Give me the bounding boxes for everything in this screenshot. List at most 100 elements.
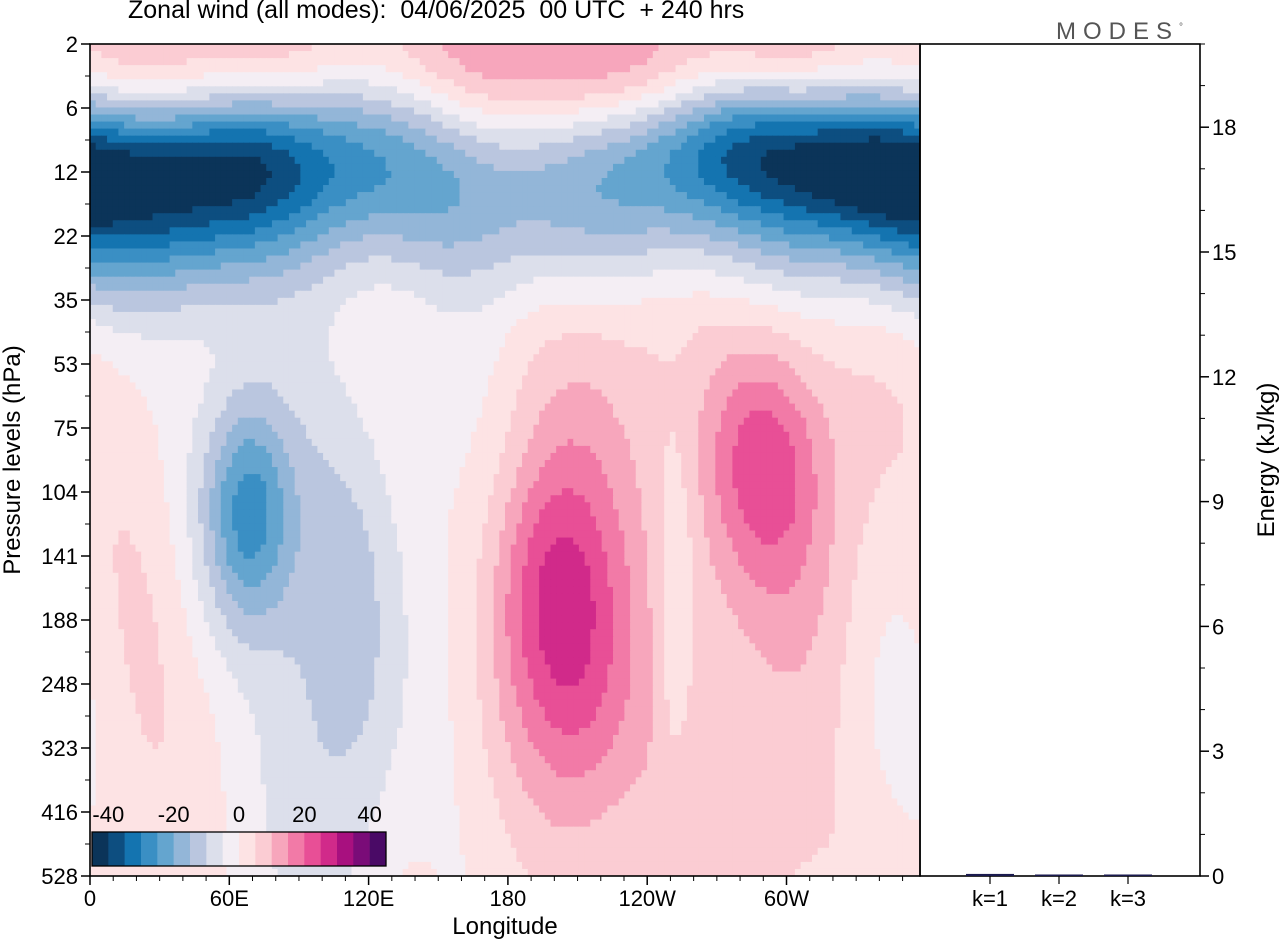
contour-cell — [573, 107, 580, 116]
contour-cell — [328, 227, 336, 235]
contour-cell — [601, 114, 608, 123]
contour-cell — [294, 135, 301, 144]
contour-cell — [209, 107, 216, 116]
contour-cell — [647, 114, 654, 123]
contour-cell — [465, 177, 472, 186]
contour-cell — [419, 72, 427, 80]
contour-cell — [95, 86, 102, 94]
contour-cell — [300, 72, 307, 80]
contour-cell — [641, 86, 648, 94]
contour-cell — [618, 163, 625, 172]
contour-cell — [561, 86, 569, 94]
contour-cell — [794, 269, 802, 278]
contour-cell — [175, 177, 182, 186]
contour-cell — [334, 100, 341, 109]
contour-cell — [266, 241, 273, 250]
contour-cell — [647, 170, 654, 179]
contour-cell — [908, 262, 915, 271]
contour-cell — [198, 79, 205, 87]
contour-cell — [908, 128, 915, 137]
contour-cell — [732, 107, 739, 116]
contour-cell — [618, 79, 625, 87]
contour-cell — [692, 121, 699, 130]
contour-cell — [550, 100, 557, 109]
contour-cell — [749, 51, 756, 59]
contour-cell — [237, 156, 245, 165]
contour-cell — [556, 213, 563, 221]
contour-cell — [271, 241, 279, 250]
contour-cell — [709, 44, 716, 52]
contour-cell — [794, 192, 802, 200]
contour-cell — [453, 79, 461, 87]
contour-cell — [163, 248, 171, 257]
contour-cell — [760, 192, 768, 200]
contour-cell — [908, 58, 915, 66]
contour-cell — [271, 227, 279, 235]
contour-cell — [658, 170, 665, 179]
contour-cell — [556, 58, 563, 66]
contour-cell — [652, 107, 660, 116]
contour-cell — [851, 65, 859, 73]
contour-cell — [522, 213, 529, 221]
contour-cell — [698, 206, 705, 214]
contour-cell — [840, 114, 847, 123]
contour-cell — [811, 206, 819, 214]
contour-cell — [533, 100, 540, 109]
contour-cell — [840, 128, 847, 137]
contour-cell — [607, 135, 614, 144]
contour-cell — [385, 163, 392, 172]
contour-cell — [300, 156, 307, 165]
contour-cell — [476, 44, 483, 52]
contour-cell — [692, 269, 699, 278]
contour-cell — [180, 51, 188, 59]
contour-cell — [351, 128, 358, 137]
contour-cell — [431, 255, 438, 264]
contour-cell — [595, 58, 603, 66]
contour-cell — [129, 100, 137, 109]
contour-cell — [516, 227, 523, 235]
contour-cell — [846, 93, 853, 102]
contour-cell — [618, 121, 625, 130]
contour-cell — [686, 185, 694, 193]
contour-cell — [294, 128, 301, 137]
contour-cell — [436, 220, 444, 228]
contour-cell — [362, 269, 370, 278]
contour-cell — [379, 79, 387, 87]
contour-cell — [328, 86, 336, 94]
contour-cell — [675, 206, 682, 214]
contour-cell — [215, 213, 222, 221]
contour-cell — [505, 93, 512, 102]
contour-cell — [840, 227, 847, 235]
contour-cell — [891, 241, 898, 250]
contour-cell — [266, 156, 273, 165]
contour-cell — [476, 93, 483, 102]
contour-cell — [112, 199, 120, 207]
contour-cell — [254, 72, 262, 80]
contour-cell — [692, 79, 699, 87]
contour-cell — [374, 65, 381, 73]
contour-cell — [237, 170, 245, 179]
contour-cell — [777, 213, 785, 221]
contour-cell — [698, 269, 705, 278]
contour-cell — [254, 156, 262, 165]
contour-cell — [95, 241, 102, 250]
contour-cell — [772, 156, 779, 165]
contour-cell — [567, 51, 574, 59]
contour-cell — [834, 121, 842, 130]
contour-cell — [476, 58, 483, 66]
contour-cell — [226, 107, 233, 116]
contour-cell — [703, 51, 711, 59]
contour-cell — [624, 142, 631, 151]
contour-cell — [703, 149, 711, 158]
contour-cell — [482, 163, 489, 172]
contour-cell — [658, 72, 665, 80]
contour-cell — [402, 100, 409, 109]
contour-cell — [436, 114, 444, 123]
contour-cell — [908, 114, 915, 123]
contour-cell — [595, 177, 603, 186]
contour-cell — [175, 58, 182, 66]
contour-cell — [743, 93, 751, 102]
contour-cell — [334, 114, 341, 123]
contour-cell — [271, 135, 279, 144]
contour-cell — [158, 276, 165, 285]
